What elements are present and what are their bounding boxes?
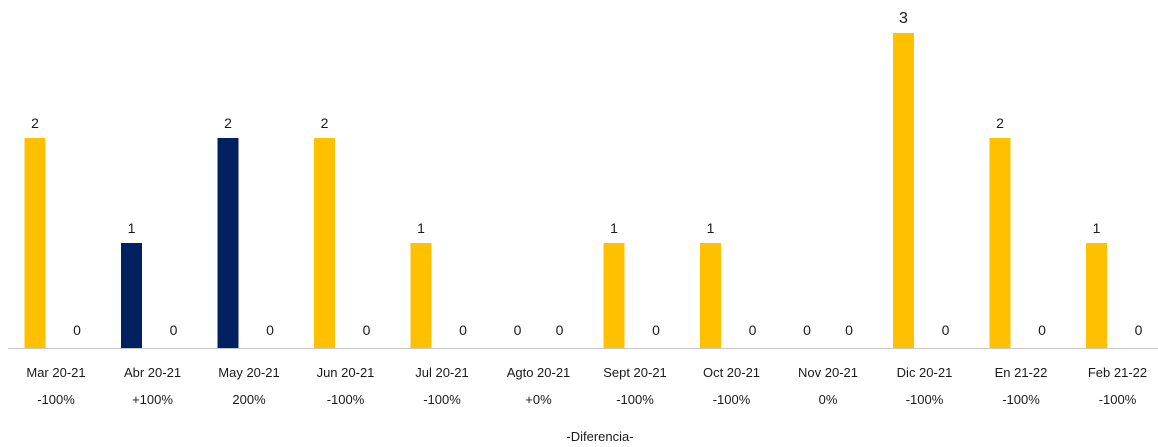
value-labels-layer: 2 0 1 0 2 0 2 0 1 0 0 0 1 0 1 0 0 0 3 0 2 0 1 0 [31, 10, 1143, 338]
x-axis-title: -Diferencia- [566, 429, 633, 444]
data-label-series2-3: 0 [363, 322, 371, 338]
category-label-2: May 20-21 [218, 365, 279, 380]
category-label-8: Nov 20-21 [798, 365, 858, 380]
data-label-series2-5: 0 [514, 322, 522, 338]
bar-series1-3 [314, 138, 335, 348]
difference-label-5: +0% [525, 392, 552, 407]
category-label-3: Jun 20-21 [317, 365, 375, 380]
data-label-series2-6: 0 [652, 322, 660, 338]
data-label-series2-8: 0 [803, 322, 811, 338]
category-label-5: Agto 20-21 [507, 365, 571, 380]
difference-label-8: 0% [819, 392, 838, 407]
data-label-series2-0: 0 [73, 322, 81, 338]
bar-series1-4 [410, 243, 432, 348]
data-label-series2-9: 0 [942, 322, 950, 338]
category-labels-layer: Mar 20-21 Abr 20-21 May 20-21 Jun 20-21 Jul … [26, 365, 1147, 380]
bar-series1-11 [1086, 243, 1107, 348]
category-label-4: Jul 20-21 [415, 365, 468, 380]
data-label-series2-11: 0 [1135, 322, 1143, 338]
category-label-6: Sept 20-21 [603, 365, 667, 380]
category-label-7: Oct 20-21 [703, 365, 760, 380]
data-label-series1-4: 1 [417, 220, 425, 236]
bar-series1-10 [989, 138, 1011, 348]
data-label-series1-3: 2 [321, 115, 329, 131]
difference-label-10: -100% [1002, 392, 1040, 407]
bar-series2-1 [121, 243, 142, 348]
difference-label-0: -100% [37, 392, 75, 407]
difference-label-7: -100% [713, 392, 751, 407]
bar-series1-6 [603, 243, 625, 348]
data-label-series2-4: 0 [459, 322, 467, 338]
difference-label-1: +100% [132, 392, 173, 407]
bar-series1-0 [24, 138, 46, 348]
data-label-series1-11: 1 [1093, 220, 1101, 236]
data-label-series1-9: 3 [899, 10, 908, 27]
data-label-series1-5: 0 [556, 322, 564, 338]
data-label-series2-2: 2 [224, 115, 232, 131]
category-label-11: Feb 21-22 [1088, 365, 1147, 380]
bar-series2-2 [217, 138, 239, 348]
category-label-10: En 21-22 [995, 365, 1048, 380]
data-label-series2-1: 1 [128, 220, 136, 236]
difference-label-6: -100% [616, 392, 654, 407]
difference-label-11: -100% [1099, 392, 1137, 407]
difference-label-3: -100% [327, 392, 365, 407]
difference-labels-layer: -100% +100% 200% -100% -100% +0% -100% -100% 0% -… [37, 392, 1137, 407]
category-label-1: Abr 20-21 [124, 365, 181, 380]
data-label-series1-1: 0 [170, 322, 178, 338]
data-label-series1-6: 1 [610, 220, 618, 236]
data-label-series1-2: 0 [266, 322, 274, 338]
data-label-series2-7: 0 [749, 322, 757, 338]
data-label-series1-10: 2 [996, 115, 1004, 131]
bars-layer [24, 33, 1107, 348]
data-label-series2-10: 0 [1038, 322, 1046, 338]
category-label-0: Mar 20-21 [26, 365, 85, 380]
bar-series1-9 [893, 33, 914, 348]
data-label-series1-7: 1 [707, 220, 715, 236]
difference-label-9: -100% [906, 392, 944, 407]
category-label-9: Dic 20-21 [897, 365, 953, 380]
data-label-series1-8: 0 [845, 322, 853, 338]
difference-label-4: -100% [423, 392, 461, 407]
bar-series1-7 [700, 243, 721, 348]
data-label-series1-0: 2 [31, 115, 39, 131]
difference-label-2: 200% [232, 392, 266, 407]
